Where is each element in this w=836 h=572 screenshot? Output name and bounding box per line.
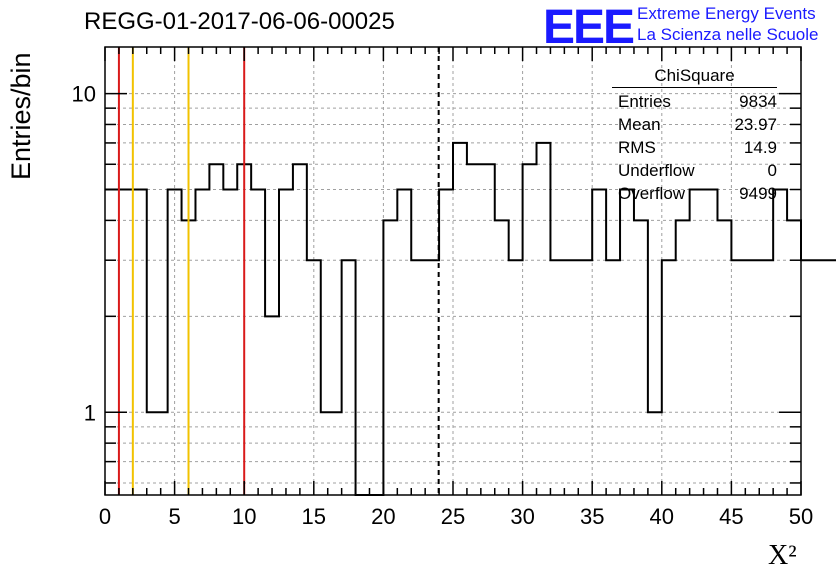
axis-ticks <box>104 47 802 495</box>
stats-value: 0 <box>767 161 777 180</box>
stats-label: Overflow <box>618 184 686 203</box>
y-axis-label: Entries/bin <box>6 52 36 180</box>
stats-label: Underflow <box>618 161 695 180</box>
chart-title: REGG-01-2017-06-06-00025 <box>84 8 395 35</box>
logo-line-1: Extreme Energy Events <box>637 4 816 23</box>
grid-lines <box>105 47 801 495</box>
stats-row-underflow: Underflow 0 <box>612 159 777 182</box>
stats-label: Entries <box>618 92 671 111</box>
y-tick-label: 1 <box>84 400 96 425</box>
stats-label: Mean <box>618 115 661 134</box>
stats-title: ChiSquare <box>612 66 777 88</box>
x-tick-label: 35 <box>580 504 604 529</box>
x-tick-label: 5 <box>168 504 180 529</box>
y-tick-label: 10 <box>72 82 96 107</box>
x-tick-label: 20 <box>371 504 395 529</box>
x-tick-label: 0 <box>99 504 111 529</box>
histogram-outline <box>105 141 836 496</box>
x-tick-label: 45 <box>719 504 743 529</box>
stats-row-overflow: Overflow 9499 <box>612 182 777 205</box>
stats-row-rms: RMS 14.9 <box>612 136 777 159</box>
stats-value: 14.9 <box>743 138 777 157</box>
x-tick-label: 40 <box>650 504 674 529</box>
x-tick-label: 25 <box>441 504 465 529</box>
stats-value: 23.97 <box>734 115 777 134</box>
eee-logo: EEE <box>543 1 635 54</box>
tick-labels: 0 5 10 15 20 25 30 35 40 45 50 1 10 <box>72 82 814 529</box>
logo-line-2: La Scienza nelle Scuole <box>637 25 819 44</box>
x-axis-label: X² <box>768 540 797 571</box>
x-tick-label: 15 <box>302 504 326 529</box>
x-tick-label: 10 <box>232 504 256 529</box>
stats-value: 9499 <box>739 184 777 203</box>
x-tick-label: 30 <box>510 504 534 529</box>
marker-lines <box>117 47 440 495</box>
stats-label: RMS <box>618 138 656 157</box>
stats-box: ChiSquare Entries 9834 Mean 23.97 RMS 14… <box>612 66 777 205</box>
stats-row-entries: Entries 9834 <box>612 90 777 113</box>
histogram <box>105 141 836 496</box>
x-tick-label: 50 <box>789 504 813 529</box>
stats-value: 9834 <box>739 92 777 111</box>
stats-row-mean: Mean 23.97 <box>612 113 777 136</box>
